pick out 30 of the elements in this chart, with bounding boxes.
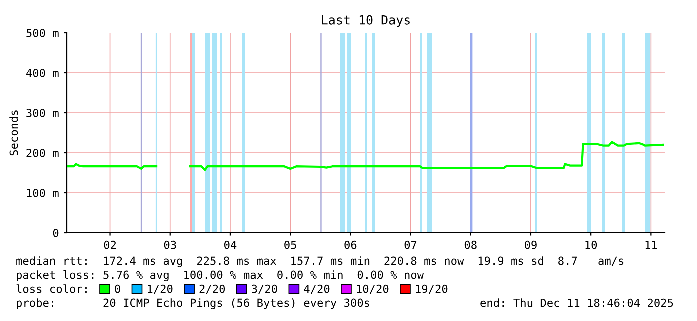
- y-tick-label: 200 m: [26, 149, 59, 158]
- chart-title: Last 10 Days: [322, 15, 410, 28]
- legend-label: 1/20: [148, 284, 173, 294]
- x-tick-label: 06: [344, 240, 357, 250]
- legend-label: 10/20: [357, 284, 389, 294]
- x-tick-label: 02: [104, 240, 116, 250]
- x-tick-label: 08: [464, 240, 477, 250]
- y-tick-label: 100 m: [27, 189, 59, 198]
- x-tick-label: 04: [224, 240, 237, 250]
- legend-label: 19/20: [416, 284, 448, 294]
- text: probe: 20 ICMP Echo Pings (56 Bytes) every 300s: [17, 298, 370, 310]
- x-tick-label: 11: [646, 241, 658, 250]
- x-tick-label: 07: [404, 240, 417, 250]
- text: packet loss: 5.76 % avg 100.00 % max 0.00 % min 0.00 % now: [17, 270, 424, 282]
- x-tick-label: 10: [586, 240, 598, 250]
- legend-label: 0: [115, 284, 120, 294]
- text: end: Thu Dec 11 18:46:04 2025: [480, 298, 674, 308]
- legend-label: 2/20: [200, 284, 226, 294]
- y-axis-title: Seconds: [10, 110, 18, 156]
- y-tick-label: 300 m: [26, 109, 59, 118]
- text: median rtt: 172.4 ms avg 225.8 ms max 157.7 ms min 220.8 ms now 19.9 ms sd 8.7 am/s: [16, 256, 624, 268]
- y-tick-label: 0: [53, 229, 59, 238]
- x-tick-label: 05: [284, 240, 296, 250]
- y-tick-label: 500 m: [26, 29, 59, 38]
- legend-label: 3/20: [252, 284, 278, 294]
- y-tick-label: 400 m: [26, 69, 59, 78]
- legend-title: loss color:: [16, 284, 87, 294]
- x-tick-label: 09: [525, 240, 537, 250]
- x-tick-label: 03: [164, 240, 176, 250]
- legend-label: 4/20: [304, 284, 330, 294]
